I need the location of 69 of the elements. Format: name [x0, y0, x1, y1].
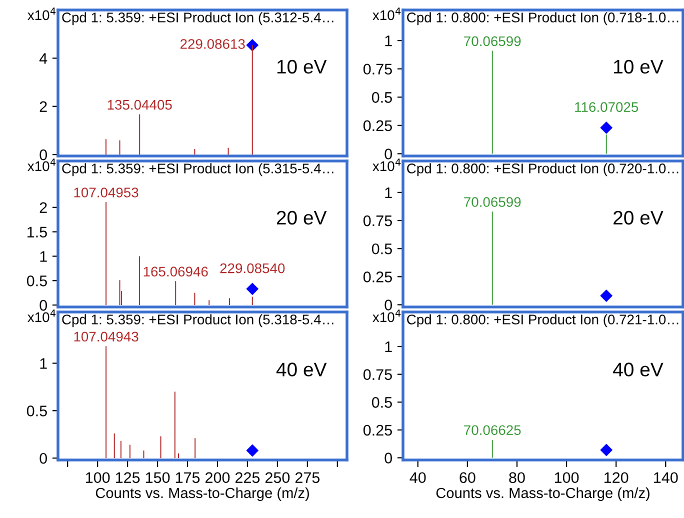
y-tick-label: 2 — [40, 101, 47, 112]
x-tick-label: 225 — [235, 472, 260, 484]
x-tick-label: 40 — [410, 472, 426, 484]
y-tick-label: 0.5 — [26, 406, 47, 416]
y-tick-label: 0.5 — [372, 92, 392, 103]
x-tick-label: 140 — [654, 472, 678, 484]
annotation: 20 eV — [614, 210, 664, 225]
annotation: 70.06599 — [464, 197, 521, 207]
annotation: 165.06946 — [144, 266, 208, 277]
annotation: 70.06599 — [464, 36, 521, 46]
annotation: 70.06625 — [464, 425, 521, 436]
y-axis-title: x10$^{4}$ — [372, 158, 401, 172]
y-tick-label: 0.5 — [26, 276, 47, 286]
y-tick-label: 4 — [39, 53, 48, 64]
y-tick-label: 0 — [40, 300, 47, 311]
annotation: 229.08613 — [180, 39, 245, 49]
y-tick-label: 0 — [384, 452, 392, 464]
annotation: 40 eV — [276, 362, 327, 376]
annotation: 10 eV — [277, 60, 327, 74]
y-axis-title: x10$^{4}$ — [372, 8, 401, 20]
y-tick-label: 0 — [40, 149, 47, 160]
y-tick-label: 0.75 — [363, 369, 392, 380]
y-tick-label: 0.25 — [363, 120, 392, 132]
y-tick-label: 0 — [384, 300, 392, 310]
annotation: 107.04953 — [74, 188, 138, 198]
y-tick-label: 1 — [40, 251, 47, 262]
y-tick-label: 1.5 — [28, 226, 47, 238]
x-tick-label: 200 — [206, 472, 230, 484]
x-tick-label: 120 — [604, 472, 628, 484]
annotation: 135.04405 — [108, 100, 172, 110]
chart-title: Cpd 1: 5.359: +ESI Product Ion (5.315-5.4… — [62, 163, 334, 176]
annotation: 107.04943 — [74, 332, 138, 342]
chart-title: Cpd 1: 0.800: +ESI Product Ion (0.720-1.0… — [407, 163, 678, 176]
annotation: 229.08540 — [220, 263, 285, 274]
y-tick-label: 2 — [40, 202, 47, 213]
x-tick-label: 80 — [509, 472, 525, 484]
x-axis-title: Counts vs. Mass-to-Charge (m/z) — [436, 487, 650, 502]
y-tick-label: 1 — [385, 187, 392, 198]
y-tick-label: 0.5 — [372, 397, 392, 408]
y-tick-label: 1 — [40, 358, 47, 369]
x-tick-label: 100 — [554, 472, 579, 484]
y-tick-label: 1 — [385, 342, 392, 352]
y-tick-label: 0 — [384, 148, 392, 160]
y-tick-label: 0.25 — [363, 424, 392, 436]
annotation: 40 eV — [613, 362, 664, 376]
x-tick-label: 125 — [116, 472, 140, 484]
y-tick-label: 0.5 — [372, 243, 392, 254]
x-axis-title: Counts vs. Mass-to-Charge (m/z) — [96, 487, 309, 502]
x-tick-label: 60 — [460, 472, 476, 484]
x-tick-label: 275 — [295, 472, 320, 484]
y-tick-label: 0 — [40, 452, 47, 464]
chart-title: Cpd 1: 5.359: +ESI Product Ion (5.312-5.4… — [62, 12, 334, 26]
x-tick-label: 150 — [146, 472, 170, 484]
x-tick-label: 100 — [86, 472, 110, 484]
chart-title: Cpd 1: 0.800: +ESI Product Ion (0.721-1.0… — [407, 314, 678, 328]
annotation: 10 eV — [614, 60, 664, 74]
chart-title: Cpd 1: 0.800: +ESI Product Ion (0.718-1.0… — [407, 12, 678, 26]
y-tick-label: 0.75 — [363, 64, 392, 75]
y-axis-title: x10$^{4}$ — [372, 310, 401, 322]
y-axis-title: x10$^{4}$ — [28, 310, 56, 322]
x-tick-label: 250 — [265, 472, 290, 484]
y-tick-label: 0.75 — [363, 215, 392, 226]
annotation: 20 eV — [276, 210, 327, 225]
chart-title: Cpd 1: 5.359: +ESI Product Ion (5.318-5.4… — [62, 314, 334, 328]
y-axis-title: x10$^{4}$ — [28, 8, 56, 20]
x-tick-label: 175 — [176, 472, 200, 484]
y-tick-label: 0.25 — [363, 272, 392, 282]
annotation: 116.07025 — [575, 102, 638, 112]
y-tick-label: 1 — [385, 36, 392, 46]
